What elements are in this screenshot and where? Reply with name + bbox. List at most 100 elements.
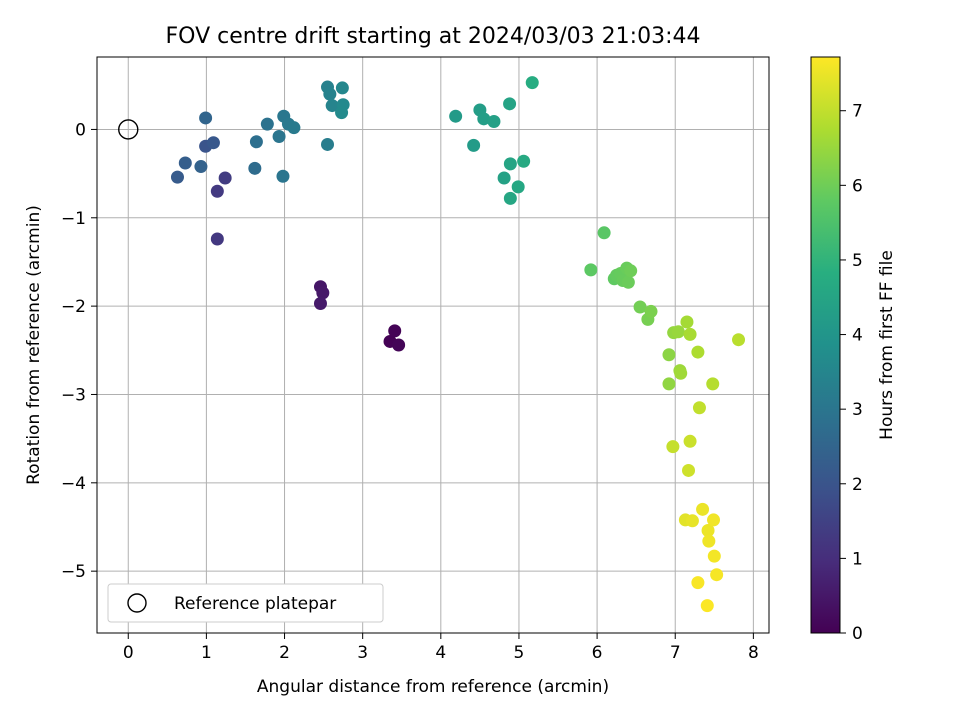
legend-box — [107, 583, 384, 623]
scatter-point — [680, 315, 694, 329]
scatter-point — [199, 111, 213, 125]
scatter-point — [388, 324, 402, 338]
scatter-point — [707, 513, 721, 527]
scatter-point — [624, 264, 638, 278]
y-tick-label: −5 — [61, 562, 86, 582]
scatter-point — [517, 154, 531, 168]
scatter-point — [644, 304, 658, 318]
grid-lines — [97, 57, 769, 633]
scatter-point — [392, 338, 406, 352]
plot-frame — [96, 56, 770, 634]
scatter-point — [178, 156, 192, 170]
scatter-point — [702, 534, 716, 548]
scatter-point — [597, 226, 611, 240]
colorbar-tick-label: 2 — [852, 475, 863, 495]
reference-platepar-marker — [118, 119, 139, 140]
scatter-point — [633, 300, 647, 314]
x-tick-label: 6 — [592, 643, 603, 663]
scatter-point — [248, 161, 262, 175]
scatter-point — [206, 136, 220, 150]
scatter-point — [497, 171, 511, 185]
y-axis-label: Rotation from reference (arcmin) — [24, 205, 44, 485]
scatter-point — [272, 130, 286, 144]
colorbar: 0 1 2 3 4 5 6 7 Hours from first FF file — [810, 56, 897, 644]
legend-marker-icon — [127, 593, 147, 613]
colorbar-tick-label: 7 — [852, 102, 863, 122]
scatter-point — [170, 170, 184, 184]
scatter-point — [218, 171, 232, 185]
x-tick-label: 8 — [748, 643, 759, 663]
scatter-point — [321, 137, 335, 151]
scatter-point — [503, 157, 517, 171]
x-tick-label: 5 — [514, 643, 525, 663]
scatter-point — [666, 440, 680, 454]
scatter-point — [691, 576, 705, 590]
scatter-point — [707, 549, 721, 563]
scatter-point — [276, 169, 290, 183]
x-axis-ticks: 0 1 2 3 4 5 6 7 8 — [123, 633, 759, 663]
scatter-point — [696, 502, 710, 516]
scatter-point — [701, 524, 715, 538]
data-points — [170, 76, 746, 613]
legend-label: Reference platepar — [174, 594, 336, 614]
x-tick-label: 2 — [279, 643, 290, 663]
scatter-point — [683, 327, 697, 341]
x-tick-label: 4 — [435, 643, 446, 663]
scatter-point — [674, 366, 688, 380]
x-tick-label: 7 — [670, 643, 681, 663]
x-tick-label: 3 — [357, 643, 368, 663]
y-tick-label: 0 — [75, 120, 86, 140]
scatter-point — [325, 99, 339, 113]
scatter-point — [210, 184, 224, 198]
scatter-point — [662, 377, 676, 391]
y-tick-label: −2 — [61, 297, 86, 317]
scatter-point — [249, 135, 263, 149]
colorbar-tick-label: 4 — [852, 326, 863, 346]
colorbar-tick-label: 3 — [852, 400, 863, 420]
scatter-point — [323, 87, 337, 101]
x-tick-label: 1 — [201, 643, 212, 663]
scatter-point — [335, 106, 349, 120]
y-tick-label: −3 — [61, 385, 86, 405]
scatter-point — [449, 109, 463, 123]
scatter-point — [671, 325, 685, 339]
chart-title: FOV centre drift starting at 2024/03/03 … — [166, 24, 701, 49]
x-tick-label: 0 — [123, 643, 134, 663]
scatter-point — [487, 114, 501, 128]
scatter-point — [683, 434, 697, 448]
scatter-point — [710, 568, 724, 582]
colorbar-tick-label: 0 — [852, 624, 863, 644]
reference-marker-group — [118, 119, 139, 140]
scatter-point — [260, 117, 274, 131]
scatter-point — [732, 333, 746, 347]
x-axis-label: Angular distance from reference (arcmin) — [257, 677, 609, 697]
legend: Reference platepar — [107, 583, 384, 623]
scatter-point — [335, 81, 349, 95]
scatter-point — [692, 401, 706, 415]
colorbar-tick-label: 5 — [852, 251, 863, 271]
scatter-point — [685, 514, 699, 528]
scatter-point — [706, 377, 720, 391]
plot-background — [97, 57, 769, 633]
colorbar-gradient — [810, 56, 841, 634]
scatter-point — [194, 160, 208, 174]
scatter-point — [316, 286, 330, 300]
scatter-point — [662, 348, 676, 362]
scatter-point — [691, 345, 705, 359]
scatter-point — [584, 263, 598, 277]
scatter-point — [525, 76, 539, 90]
scatter-point — [511, 180, 525, 194]
colorbar-ticks: 0 1 2 3 4 5 6 7 — [840, 102, 863, 644]
y-tick-label: −4 — [61, 474, 86, 494]
scatter-point — [621, 275, 635, 289]
scatter-point — [682, 463, 696, 477]
scatter-point — [503, 97, 517, 111]
y-axis-ticks: 0 −1 −2 −3 −4 −5 — [61, 120, 97, 582]
scatter-point — [477, 112, 491, 126]
scatter-point — [313, 296, 327, 310]
scatter-point — [503, 191, 517, 205]
colorbar-label: Hours from first FF file — [877, 250, 897, 440]
scatter-point — [700, 599, 714, 613]
scatter-point — [467, 138, 481, 152]
